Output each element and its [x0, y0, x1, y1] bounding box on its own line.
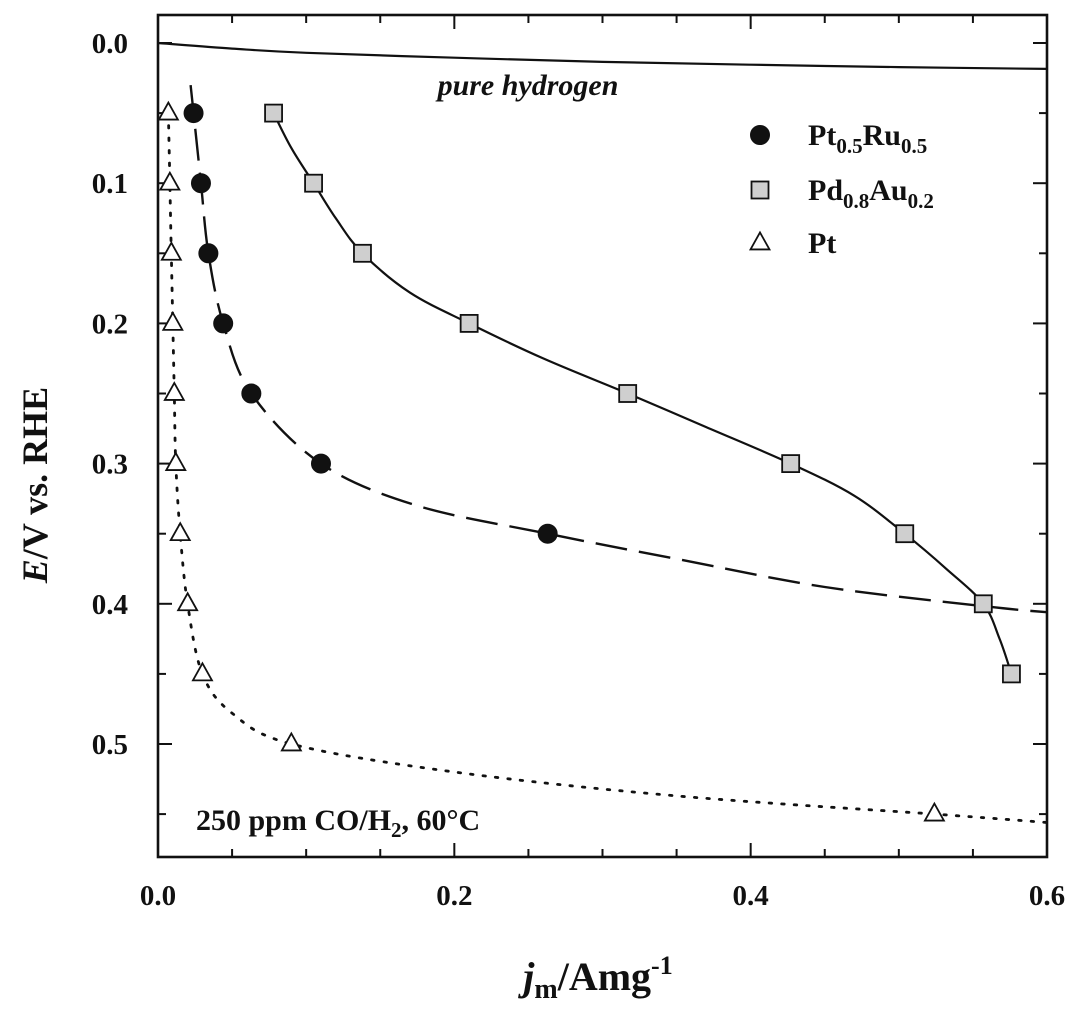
y-tick-label: 0.0 [92, 28, 128, 60]
legend-label-part: Au [869, 174, 907, 207]
legend-label-0: Pt0.5Ru0.5 [808, 119, 927, 158]
series-layer [158, 41, 1047, 824]
legend-label-part: Pt [808, 227, 836, 260]
data-point-2-8 [191, 661, 214, 682]
axes-layer [156, 13, 1049, 859]
text-layer: pure hydrogen 250 ppm CO/H2, 60°C jm/Amg… [15, 28, 1065, 1005]
series-line-2 [167, 111, 1047, 824]
data-point-0-2 [198, 243, 219, 264]
data-point-2-9 [280, 731, 303, 752]
y-tick-label: 0.1 [92, 168, 128, 200]
data-point-2-1 [158, 170, 181, 191]
series-line-3 [158, 41, 1047, 70]
data-point-2-7 [176, 591, 199, 612]
legend-label-part: Ru [863, 119, 901, 152]
data-point-0-1 [190, 173, 211, 194]
y-title-rest: /V vs. RHE [15, 387, 55, 560]
data-point-1-4 [618, 384, 638, 403]
x-tick-label: 0.4 [733, 880, 769, 912]
legend-label-part: Pd [808, 174, 843, 207]
pure-hydrogen-annotation: pure hydrogen [435, 69, 619, 102]
data-point-2-3 [161, 311, 184, 331]
conditions-prefix: 250 ppm CO/H [196, 804, 391, 837]
legend-label-subscript: 0.2 [908, 189, 934, 213]
data-point-1-5 [781, 454, 801, 474]
data-point-2-10 [923, 801, 946, 822]
legend-marker-2 [748, 230, 772, 251]
conditions-suffix: , 60°C [402, 804, 481, 837]
y-tick-label: 0.3 [92, 449, 128, 481]
data-point-1-2 [353, 243, 372, 263]
legend-label-subscript: 0.5 [901, 134, 927, 158]
conditions-annotation: 250 ppm CO/H2, 60°C [196, 804, 480, 842]
data-point-0-6 [537, 523, 558, 544]
series-line-0 [189, 84, 1047, 614]
data-point-2-2 [160, 240, 183, 261]
data-point-0-0 [183, 103, 204, 124]
data-point-1-7 [973, 594, 993, 614]
legend-label-part: Pt [808, 119, 836, 152]
x-tick-label: 0.6 [1029, 880, 1065, 912]
y-tick-label: 0.4 [92, 589, 128, 621]
x-tick-label: 0.0 [140, 880, 176, 912]
data-point-1-1 [304, 173, 323, 193]
data-point-0-3 [213, 313, 234, 334]
y-title-italic: E [15, 559, 55, 584]
x-title-rest: /Amg [557, 954, 651, 999]
data-point-1-8 [1002, 664, 1021, 684]
data-point-2-6 [169, 521, 192, 542]
legend-label-1: Pd0.8Au0.2 [808, 174, 934, 213]
x-title-sub: m [534, 974, 557, 1005]
legend-entry-1: Pd0.8Au0.2 [750, 174, 934, 213]
data-point-1-3 [459, 313, 479, 333]
data-point-0-4 [241, 383, 262, 404]
data-point-0-5 [310, 453, 331, 474]
legend-entry-2: Pt [748, 227, 836, 260]
legend-marker-1 [750, 180, 770, 200]
y-axis-title: E/V vs. RHE [15, 387, 55, 584]
data-point-2-5 [164, 451, 187, 471]
data-point-2-4 [163, 381, 186, 401]
conditions-subscript: 2 [391, 818, 402, 842]
legend-marker-0 [750, 125, 770, 145]
data-point-1-0 [264, 103, 283, 123]
legend-label-subscript: 0.8 [843, 189, 869, 213]
markers-layer [157, 100, 1021, 822]
legend-label-subscript: 0.5 [836, 134, 862, 158]
x-axis-title: jm/Amg-1 [517, 951, 672, 1005]
data-point-2-0 [157, 100, 180, 121]
x-tick-label: 0.2 [436, 880, 472, 912]
y-tick-label: 0.5 [92, 729, 128, 761]
x-title-main: j [517, 954, 535, 999]
x-title-sup: -1 [651, 951, 673, 980]
legend-entry-0: Pt0.5Ru0.5 [750, 119, 927, 158]
legend-label-2: Pt [808, 227, 836, 260]
data-point-1-6 [895, 524, 915, 544]
y-tick-label: 0.2 [92, 308, 128, 340]
